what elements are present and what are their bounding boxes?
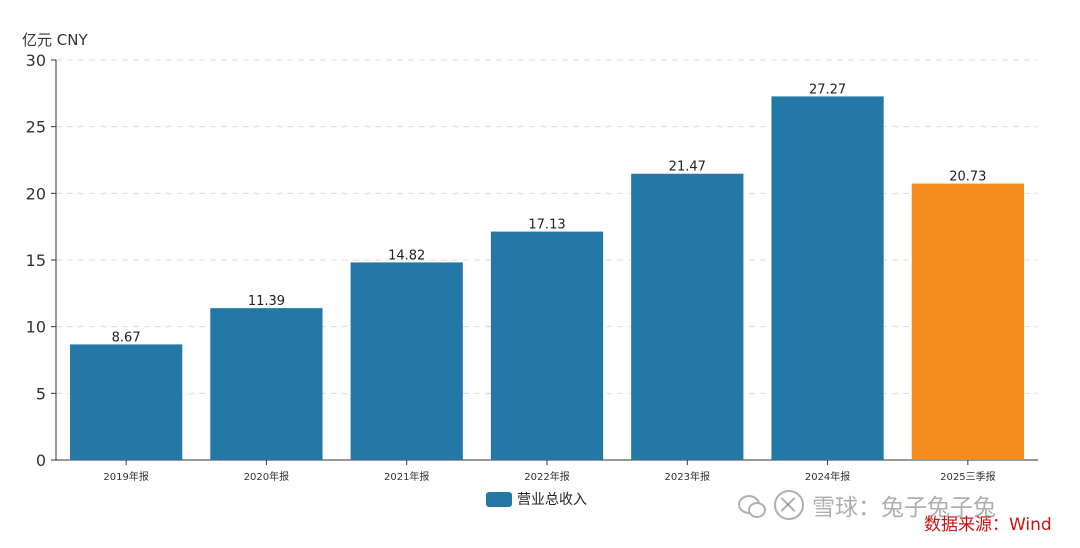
data-source-label: 数据来源：Wind xyxy=(924,515,1052,535)
y-tick-label: 25 xyxy=(26,118,46,137)
wechat-icon xyxy=(738,493,766,518)
bar-value-label: 8.67 xyxy=(112,330,141,345)
chart-legend[interactable]: 营业总收入 xyxy=(486,489,587,509)
bar-value-label: 11.39 xyxy=(248,294,285,309)
y-tick-label: 0 xyxy=(36,451,46,470)
legend-label: 营业总收入 xyxy=(517,492,587,508)
bar xyxy=(350,262,463,460)
y-tick-label: 30 xyxy=(26,51,46,70)
bar xyxy=(771,96,884,461)
x-tick-label: 2024年报 xyxy=(805,470,850,483)
x-tick-label: 2022年报 xyxy=(524,470,569,483)
bar xyxy=(631,173,744,460)
y-tick-label: 15 xyxy=(26,251,46,270)
y-tick-label: 10 xyxy=(26,318,46,337)
legend-swatch xyxy=(486,491,512,507)
x-tick-label: 2025三季报 xyxy=(940,470,995,483)
bar-value-label: 17.13 xyxy=(528,218,565,233)
x-tick-label: 2021年报 xyxy=(384,470,429,483)
watermark: 雪球：兔子兔子兔 xyxy=(738,488,996,522)
bar-value-label: 14.82 xyxy=(388,248,425,263)
y-tick-label: 20 xyxy=(26,184,46,203)
bar-value-label: 27.27 xyxy=(809,82,846,97)
snowball-icon xyxy=(774,490,804,520)
y-axis-unit-label: 亿元 CNY xyxy=(22,31,88,49)
x-tick-label: 2023年报 xyxy=(665,470,710,483)
bar xyxy=(490,231,604,460)
bar xyxy=(70,344,183,460)
x-tick-label: 2019年报 xyxy=(103,470,148,483)
bar xyxy=(210,308,323,460)
x-tick-label: 2020年报 xyxy=(244,470,289,483)
bar-value-label: 20.73 xyxy=(949,170,986,185)
bar-value-label: 21.47 xyxy=(669,160,706,175)
bar xyxy=(911,183,1024,460)
watermark-text: 雪球：兔子兔子兔 xyxy=(812,495,996,521)
y-tick-label: 5 xyxy=(36,384,46,403)
